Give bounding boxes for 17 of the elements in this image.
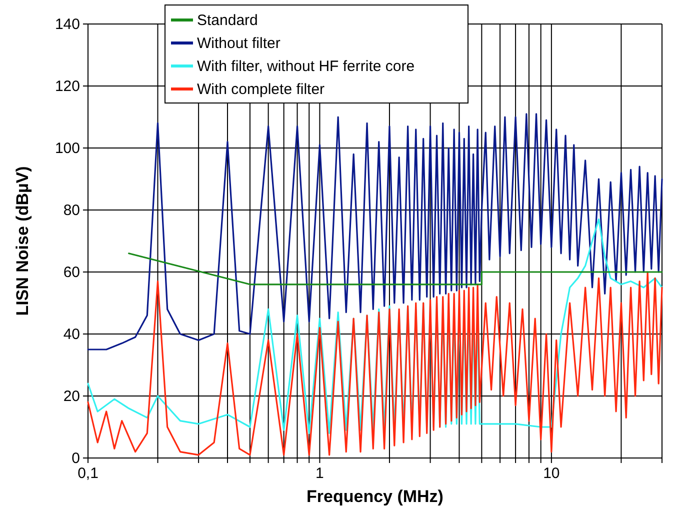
x-axis-title: Frequency (MHz) bbox=[306, 487, 444, 506]
y-tick-label: 140 bbox=[54, 16, 80, 33]
x-tick-label: 0,1 bbox=[78, 465, 98, 482]
x-tick-label: 10 bbox=[543, 465, 560, 482]
y-axis-title: LISN Noise (dBµV) bbox=[13, 166, 32, 316]
y-tick-label: 40 bbox=[63, 326, 80, 343]
legend-label: Without filter bbox=[197, 35, 280, 52]
y-tick-label: 60 bbox=[63, 264, 80, 281]
y-tick-label: 100 bbox=[54, 140, 80, 157]
y-tick-label: 80 bbox=[63, 202, 80, 219]
x-tick-label: 1 bbox=[316, 465, 324, 482]
legend-label: With filter, without HF ferrite core bbox=[197, 58, 415, 75]
y-tick-label: 20 bbox=[63, 388, 80, 405]
y-tick-label: 0 bbox=[72, 450, 80, 467]
legend-label: With complete filter bbox=[197, 81, 325, 98]
y-tick-label: 120 bbox=[54, 78, 80, 95]
legend-label: Standard bbox=[197, 12, 258, 29]
